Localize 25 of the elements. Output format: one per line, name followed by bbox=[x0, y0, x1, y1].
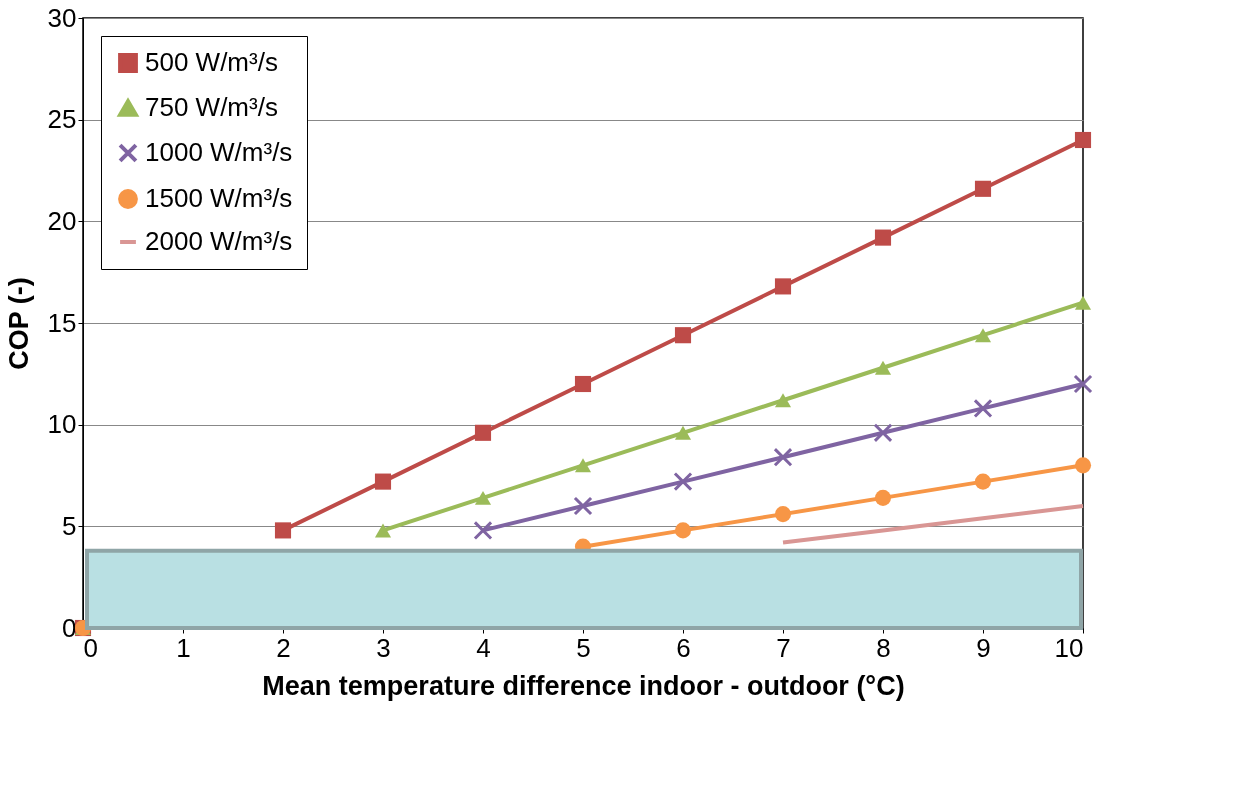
legend-label: 1500 W/m³/s bbox=[145, 183, 293, 213]
y-tick-label: 25 bbox=[47, 104, 77, 135]
y-axis-title: COP (-) bbox=[3, 277, 34, 370]
legend-label: 2000 W/m³/s bbox=[145, 226, 293, 256]
legend-label: 500 W/m³/s bbox=[145, 47, 278, 77]
x-tick-label: 0 bbox=[83, 632, 98, 663]
y-tick-label: 20 bbox=[47, 205, 77, 236]
x-tick-label: 7 bbox=[776, 632, 791, 663]
x-tick-label: 6 bbox=[676, 632, 691, 663]
y-tick-label: 30 bbox=[47, 2, 77, 33]
x-axis-title: Mean temperature difference indoor - outdoor (°C) bbox=[262, 670, 905, 701]
y-tick-label: 15 bbox=[47, 307, 77, 338]
x-tick-label: 5 bbox=[576, 632, 591, 663]
x-tick-label: 10 bbox=[1054, 632, 1084, 663]
legend-label: 750 W/m³/s bbox=[145, 92, 278, 122]
x-tick-label: 3 bbox=[376, 632, 391, 663]
y-tick-label: 0 bbox=[62, 612, 77, 643]
y-tick-label: 5 bbox=[62, 510, 77, 541]
x-tick-label: 1 bbox=[176, 632, 191, 663]
x-tick-label: 8 bbox=[876, 632, 891, 663]
x-tick-label: 2 bbox=[276, 632, 291, 663]
y-tick-label: 10 bbox=[47, 409, 77, 440]
legend-label: 1000 W/m³/s bbox=[145, 137, 293, 167]
x-tick-label: 9 bbox=[976, 632, 991, 663]
x-tick-label: 4 bbox=[476, 632, 491, 663]
